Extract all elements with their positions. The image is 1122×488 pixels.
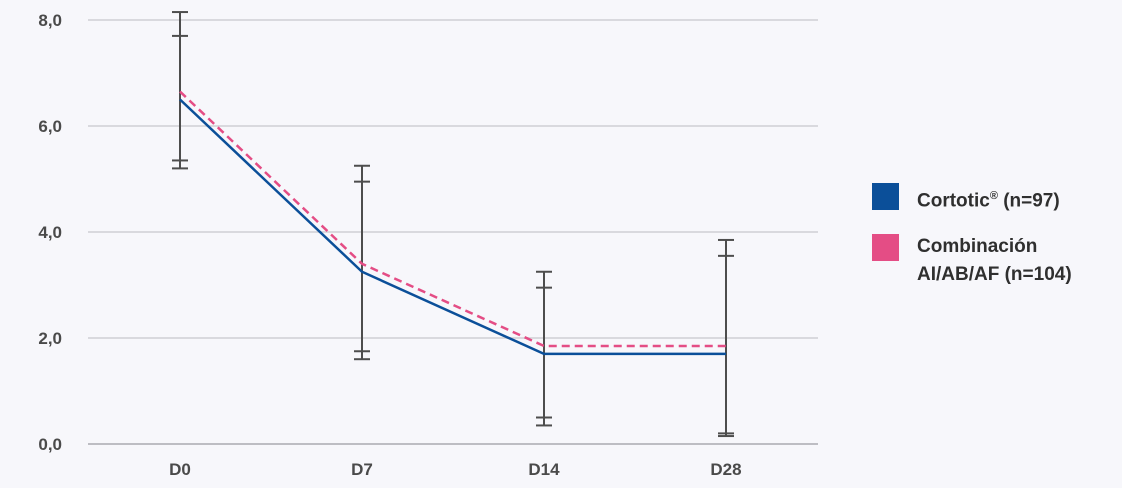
y-axis-ticks: 0,0 2,0 4,0 6,0 8,0 bbox=[38, 11, 62, 454]
error-bars bbox=[172, 11, 734, 438]
x-tick-label: D14 bbox=[528, 460, 560, 479]
y-tick-label: 8,0 bbox=[38, 11, 62, 30]
grid-lines bbox=[88, 19, 818, 445]
legend-label-cortotic: Cortotic® (n=97) bbox=[917, 190, 1060, 212]
legend-item-cortotic: Cortotic® (n=97) bbox=[872, 182, 1117, 215]
y-tick-label: 2,0 bbox=[38, 329, 62, 348]
series-line-cortotic bbox=[179, 98, 726, 356]
x-tick-label: D7 bbox=[351, 460, 373, 479]
legend-item-combinacion: Combinación AI/AB/AF (n=104) bbox=[872, 233, 1117, 289]
y-tick-label: 0,0 bbox=[38, 435, 62, 454]
legend-label-combinacion: Combinación AI/AB/AF (n=104) bbox=[917, 236, 1072, 286]
legend-swatch-cortotic bbox=[872, 183, 899, 210]
y-tick-label: 4,0 bbox=[38, 223, 62, 242]
series-line-combinacion bbox=[179, 90, 726, 348]
x-axis-ticks: D0 D7 D14 D28 bbox=[169, 460, 741, 479]
x-tick-label: D28 bbox=[710, 460, 741, 479]
x-tick-label: D0 bbox=[169, 460, 191, 479]
legend: Cortotic® (n=97) Combinación AI/AB/AF (n… bbox=[872, 182, 1117, 307]
series-lines bbox=[179, 90, 726, 356]
y-tick-label: 6,0 bbox=[38, 117, 62, 136]
legend-swatch-combinacion bbox=[872, 234, 899, 262]
